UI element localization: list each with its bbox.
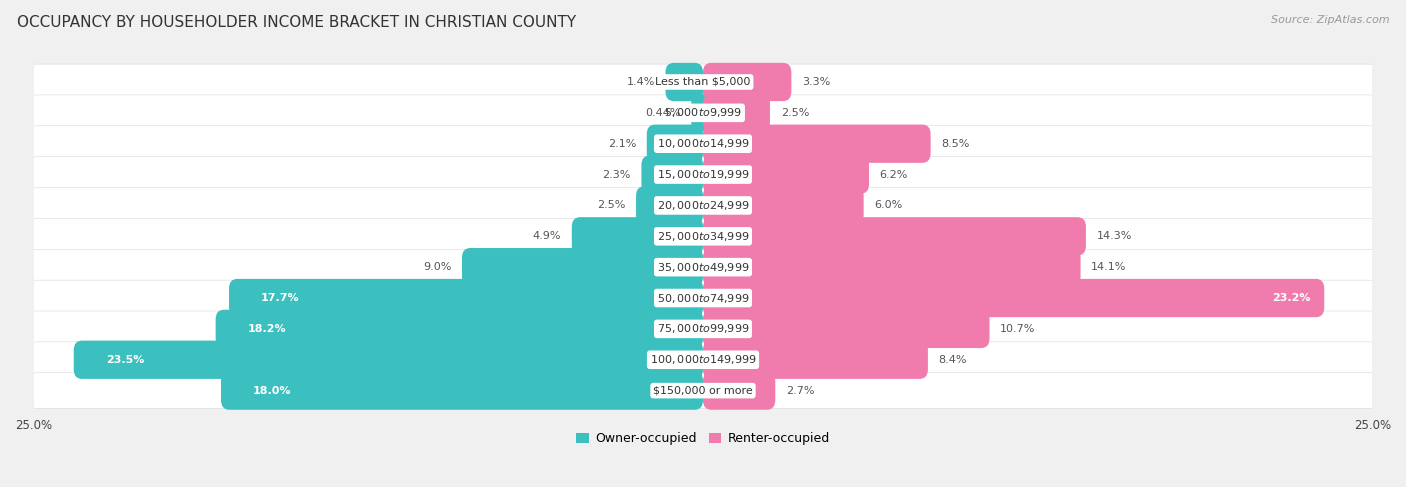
FancyBboxPatch shape: [32, 187, 1374, 224]
Text: 8.5%: 8.5%: [942, 139, 970, 149]
Text: $10,000 to $14,999: $10,000 to $14,999: [657, 137, 749, 150]
Text: 0.44%: 0.44%: [645, 108, 681, 118]
FancyBboxPatch shape: [229, 279, 703, 317]
FancyBboxPatch shape: [703, 94, 770, 132]
FancyBboxPatch shape: [703, 187, 863, 225]
Text: $5,000 to $9,999: $5,000 to $9,999: [664, 106, 742, 119]
FancyBboxPatch shape: [32, 280, 1374, 316]
FancyBboxPatch shape: [641, 155, 703, 194]
FancyBboxPatch shape: [703, 310, 990, 348]
Text: $15,000 to $19,999: $15,000 to $19,999: [657, 168, 749, 181]
Text: $100,000 to $149,999: $100,000 to $149,999: [650, 353, 756, 366]
FancyBboxPatch shape: [665, 63, 703, 101]
Text: 14.3%: 14.3%: [1097, 231, 1132, 241]
Text: $25,000 to $34,999: $25,000 to $34,999: [657, 230, 749, 243]
FancyBboxPatch shape: [32, 126, 1374, 162]
Text: 17.7%: 17.7%: [262, 293, 299, 303]
FancyBboxPatch shape: [32, 64, 1374, 100]
Text: 18.2%: 18.2%: [247, 324, 287, 334]
FancyBboxPatch shape: [703, 155, 869, 194]
Text: 2.1%: 2.1%: [607, 139, 636, 149]
Text: 4.9%: 4.9%: [533, 231, 561, 241]
Text: 2.3%: 2.3%: [602, 169, 631, 180]
Text: $35,000 to $49,999: $35,000 to $49,999: [657, 261, 749, 274]
Text: 23.2%: 23.2%: [1272, 293, 1310, 303]
Text: $75,000 to $99,999: $75,000 to $99,999: [657, 322, 749, 336]
FancyBboxPatch shape: [647, 125, 703, 163]
FancyBboxPatch shape: [703, 372, 775, 410]
Text: 1.4%: 1.4%: [627, 77, 655, 87]
FancyBboxPatch shape: [692, 94, 707, 132]
FancyBboxPatch shape: [32, 157, 1374, 192]
FancyBboxPatch shape: [32, 95, 1374, 131]
FancyBboxPatch shape: [703, 340, 928, 379]
Text: Source: ZipAtlas.com: Source: ZipAtlas.com: [1271, 15, 1389, 25]
FancyBboxPatch shape: [32, 218, 1374, 254]
FancyBboxPatch shape: [703, 125, 931, 163]
FancyBboxPatch shape: [636, 187, 703, 225]
FancyBboxPatch shape: [572, 217, 703, 256]
FancyBboxPatch shape: [32, 373, 1374, 409]
Text: 2.5%: 2.5%: [780, 108, 808, 118]
FancyBboxPatch shape: [703, 279, 1324, 317]
Text: 6.2%: 6.2%: [880, 169, 908, 180]
FancyBboxPatch shape: [215, 310, 703, 348]
FancyBboxPatch shape: [32, 342, 1374, 377]
FancyBboxPatch shape: [703, 63, 792, 101]
Text: 14.1%: 14.1%: [1091, 262, 1126, 272]
Text: 2.5%: 2.5%: [598, 201, 626, 210]
FancyBboxPatch shape: [32, 311, 1374, 347]
FancyBboxPatch shape: [221, 372, 703, 410]
Legend: Owner-occupied, Renter-occupied: Owner-occupied, Renter-occupied: [571, 427, 835, 450]
Text: $20,000 to $24,999: $20,000 to $24,999: [657, 199, 749, 212]
Text: $50,000 to $74,999: $50,000 to $74,999: [657, 292, 749, 304]
Text: 9.0%: 9.0%: [423, 262, 451, 272]
Text: 10.7%: 10.7%: [1000, 324, 1036, 334]
FancyBboxPatch shape: [463, 248, 703, 286]
Text: OCCUPANCY BY HOUSEHOLDER INCOME BRACKET IN CHRISTIAN COUNTY: OCCUPANCY BY HOUSEHOLDER INCOME BRACKET …: [17, 15, 576, 30]
Text: 8.4%: 8.4%: [939, 355, 967, 365]
FancyBboxPatch shape: [703, 217, 1085, 256]
FancyBboxPatch shape: [32, 249, 1374, 285]
FancyBboxPatch shape: [73, 340, 703, 379]
FancyBboxPatch shape: [703, 248, 1081, 286]
Text: 18.0%: 18.0%: [253, 386, 291, 395]
Text: 23.5%: 23.5%: [105, 355, 145, 365]
Text: 2.7%: 2.7%: [786, 386, 814, 395]
Text: 3.3%: 3.3%: [801, 77, 831, 87]
Text: 6.0%: 6.0%: [875, 201, 903, 210]
Text: Less than $5,000: Less than $5,000: [655, 77, 751, 87]
Text: $150,000 or more: $150,000 or more: [654, 386, 752, 395]
